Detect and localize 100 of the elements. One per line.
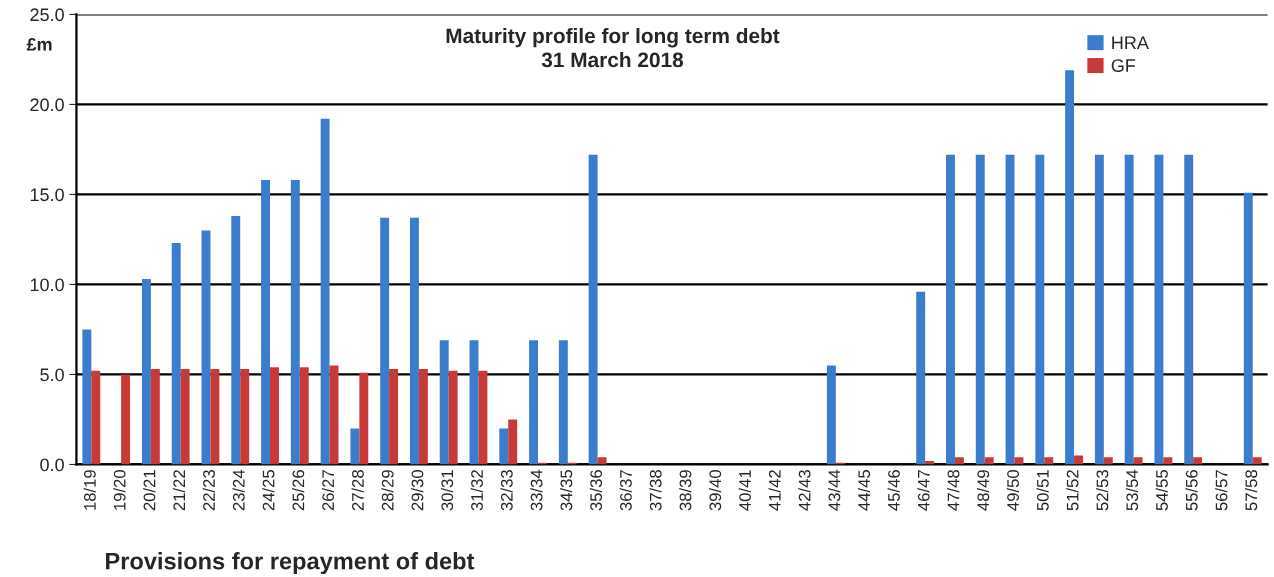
legend-label: HRA xyxy=(1112,36,1149,49)
x-tick-label: 24/25 xyxy=(262,470,275,511)
bar xyxy=(121,374,131,465)
bar xyxy=(240,369,250,465)
bar xyxy=(1035,154,1045,465)
bar xyxy=(141,279,151,465)
x-tick-label: 35/36 xyxy=(589,470,603,511)
bar xyxy=(359,372,369,465)
bar xyxy=(299,367,309,465)
bar xyxy=(448,370,458,465)
bar xyxy=(389,369,399,465)
bar xyxy=(290,180,300,465)
x-tick-label: 18/19 xyxy=(83,470,96,510)
bar xyxy=(82,329,92,465)
bar xyxy=(1184,154,1194,465)
bar xyxy=(1252,457,1262,465)
x-tick-label: 31/32 xyxy=(470,470,483,511)
bar xyxy=(1005,154,1015,465)
x-tick-label: 42/43 xyxy=(798,470,811,511)
bar xyxy=(1154,154,1164,465)
y-tick-label: 5.0 xyxy=(40,368,64,382)
bar xyxy=(558,340,568,465)
bar xyxy=(201,230,211,465)
x-tick-label: 56/57 xyxy=(1215,470,1228,511)
y-tick-label: 0.0 xyxy=(40,458,64,472)
x-tick-label: 28/29 xyxy=(381,470,394,511)
legend-label: GF xyxy=(1111,59,1136,72)
x-tick-label: 48/49 xyxy=(976,470,990,511)
bar xyxy=(975,154,985,465)
bar xyxy=(499,428,509,465)
bar xyxy=(329,365,339,465)
x-tick-label: 45/46 xyxy=(887,470,900,511)
bar xyxy=(1163,457,1173,465)
bar xyxy=(320,118,330,465)
x-tick-label: 43/44 xyxy=(828,469,841,511)
bar xyxy=(380,217,390,465)
x-tick-label: 37/38 xyxy=(649,470,662,511)
x-tick-label: 26/27 xyxy=(321,470,335,511)
x-tick-label: 33/34 xyxy=(530,469,543,511)
x-tick-label: 27/28 xyxy=(351,470,364,511)
x-tick-label: 47/48 xyxy=(947,470,960,511)
x-tick-label: 50/51 xyxy=(1036,470,1049,511)
bar xyxy=(1074,455,1083,465)
bar xyxy=(826,365,836,465)
bar xyxy=(270,367,279,465)
x-tick-label: 52/53 xyxy=(1096,470,1109,511)
bar xyxy=(1124,154,1134,465)
text: Maturity profile for long term debt 31 March 2018 xyxy=(446,27,780,68)
y-tick-label: 25.0 xyxy=(30,8,64,22)
x-tick-label: 19/20 xyxy=(113,469,126,510)
y-tick-label: 10.0 xyxy=(30,278,64,292)
bar xyxy=(418,369,428,465)
y-tick-label: 20.0 xyxy=(30,98,64,112)
x-tick-label: 30/31 xyxy=(440,470,454,511)
x-tick-label: 57/58 xyxy=(1244,470,1258,511)
bar xyxy=(916,291,926,465)
y-axis-title: £m xyxy=(26,37,52,51)
x-tick-label: 21/22 xyxy=(172,470,186,511)
x-tick-label: 51/52 xyxy=(1066,470,1079,511)
x-tick-label: 54/55 xyxy=(1155,470,1168,511)
bar xyxy=(1193,457,1203,465)
bar xyxy=(261,180,271,465)
bar xyxy=(1133,457,1143,465)
bar xyxy=(1065,70,1075,465)
bar xyxy=(180,369,190,465)
bar xyxy=(439,340,449,465)
x-tick-label: 23/24 xyxy=(232,469,245,511)
bar xyxy=(150,369,160,465)
bar xyxy=(91,370,101,465)
bar xyxy=(597,457,607,465)
x-tick-label: 39/40 xyxy=(708,469,722,511)
x-tick-label: 46/47 xyxy=(917,470,930,511)
x-tick-label: 36/37 xyxy=(619,470,632,511)
bar xyxy=(529,340,539,465)
bar xyxy=(1044,457,1054,465)
x-tick-label: 55/56 xyxy=(1185,470,1198,511)
x-tick-label: 40/41 xyxy=(738,470,751,511)
x-tick-label: 49/50 xyxy=(1006,469,1019,511)
bar xyxy=(210,369,220,465)
x-tick-label: 32/33 xyxy=(500,470,513,511)
bar xyxy=(231,216,241,465)
x-tick-label: 38/39 xyxy=(679,470,692,511)
bar xyxy=(478,370,488,465)
x-tick-label: 20/21 xyxy=(143,470,156,511)
x-tick-label: 22/23 xyxy=(202,470,215,511)
x-tick-label: 53/54 xyxy=(1125,469,1139,511)
bar xyxy=(1243,192,1253,465)
bar xyxy=(588,154,598,465)
x-tick-label: 25/26 xyxy=(292,470,305,511)
bar xyxy=(171,243,181,465)
bar xyxy=(954,457,964,465)
bar xyxy=(508,419,518,465)
y-tick-label: 15.0 xyxy=(30,188,64,202)
bar xyxy=(984,457,994,465)
bar xyxy=(350,428,360,465)
bar xyxy=(946,154,955,465)
x-tick-label: 34/35 xyxy=(560,470,573,511)
x-tick-label: 41/42 xyxy=(768,470,781,511)
bar xyxy=(1094,154,1104,465)
x-axis-title: Provisions for repayment of debt xyxy=(106,552,475,575)
